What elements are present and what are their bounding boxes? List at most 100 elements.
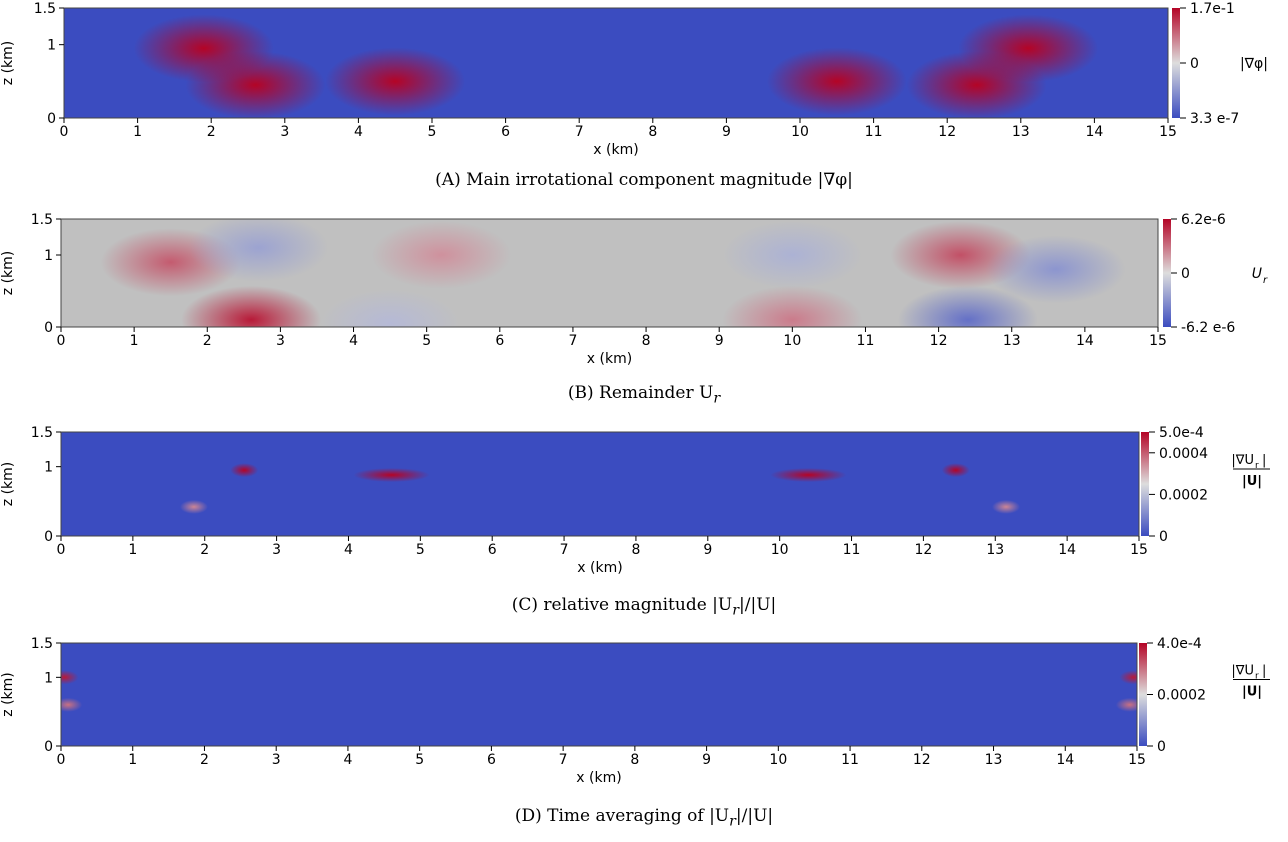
caption-b-text: Remainder U [599,383,714,403]
x-tick-label: 10 [769,752,787,768]
x-tick-label: 9 [722,124,731,140]
data-blob [320,289,461,327]
x-tick-label: 5 [415,752,424,768]
caption-c-sub: r [732,602,740,619]
colorbar-title-sub: r [1255,672,1259,682]
y-tick-label: 0 [44,529,53,545]
x-tick-label: 10 [783,333,801,349]
colorbar-title-sub: r [1263,275,1268,286]
colorbar-tick-label: 3.3 e-7 [1190,111,1239,127]
y-tick-label: 1 [44,670,53,686]
colorbar-title-num-tail: | [1262,664,1266,679]
x-tick-label: 0 [57,333,66,349]
x-tick-label: 11 [843,542,861,558]
caption-c-text: relative magnitude |U [543,595,733,615]
x-tick-label: 9 [702,752,711,768]
data-blob [353,467,430,482]
y-tick-label: 1.5 [34,1,56,17]
data-blob [371,221,512,289]
plot-background [61,643,1137,746]
caption-d: (D) Time averaging of |Ur|/|U| [0,806,1288,829]
panel-b: 0 1 2 3 4 5 6 7 8 9 10 11 12 13 14 15x (km)011.5z (km)6… [0,212,1268,367]
x-tick-label: 6 [501,124,510,140]
colorbar-tick-label: -6.2 e-6 [1181,320,1235,336]
plot-frame [63,7,1169,119]
x-axis-label: x (km) [577,560,622,576]
y-tick-label: 0 [44,739,53,755]
caption-d-sub: r [729,813,736,830]
data-blob [181,285,322,327]
x-tick-label: 9 [703,542,712,558]
x-tick-label: 2 [207,124,216,140]
colorbar-tick-label: 0.0004 [1159,446,1208,462]
colorbar [1163,219,1171,327]
x-tick-label: 8 [648,124,657,140]
data-blob [985,235,1126,304]
x-tick-label: 12 [913,752,931,768]
x-tick-label: 7 [560,542,569,558]
x-tick-label: 12 [938,124,956,140]
x-tick-label: 0 [57,752,66,768]
x-tick-label: 10 [791,124,809,140]
colorbar [1139,643,1147,746]
x-tick-label: 4 [354,124,363,140]
x-tick-label: 0 [57,542,66,558]
x-tick-label: 4 [344,542,353,558]
plot-frame [60,218,1159,328]
data-blob [188,219,329,282]
x-tick-label: 3 [280,124,289,140]
data-blob [897,285,1038,327]
data-blob [722,221,863,289]
data-blob [941,463,970,478]
x-tick-label: 1 [133,124,142,140]
colorbar-title-den: |U| [1242,474,1262,489]
x-tick-label: 1 [128,752,137,768]
x-tick-label: 14 [1085,124,1103,140]
caption-a: (A) Main irrotational component magnitud… [0,170,1288,190]
y-axis-label: z (km) [0,462,16,506]
colorbar-tick-label: 0.0002 [1157,688,1206,704]
x-tick-label: 4 [349,333,358,349]
colorbar-tick-label: 0 [1159,529,1168,545]
caption-d-tag: (D) [514,806,542,826]
colorbar-tick-label: 0 [1181,266,1190,282]
x-tick-label: 11 [857,333,875,349]
caption-c-tag: (C) [511,595,539,615]
caption-b: (B) Remainder Ur [0,383,1288,406]
data-blob [770,467,847,482]
x-tick-label: 15 [1159,124,1177,140]
x-tick-label: 9 [715,333,724,349]
x-axis-label: x (km) [587,351,632,367]
y-axis-label: z (km) [0,251,16,295]
data-blob [179,499,208,514]
x-tick-label: 5 [428,124,437,140]
y-tick-label: 1.5 [31,212,53,228]
colorbar-title: U [1252,266,1262,282]
x-tick-label: 7 [559,752,568,768]
data-blob [133,14,274,83]
x-tick-label: 3 [272,542,281,558]
caption-b-tag: (B) [567,383,594,403]
plot-frame [60,642,1138,747]
data-blob [230,463,259,478]
data-blob [992,499,1021,514]
x-tick-label: 2 [203,333,212,349]
caption-d-tail: |/|U| [735,806,774,826]
x-tick-label: 13 [1003,333,1021,349]
data-blob [1115,697,1137,712]
x-tick-label: 14 [1056,752,1074,768]
x-tick-label: 8 [642,333,651,349]
caption-b-sub: r [713,390,721,407]
colorbar-tick-label: 0 [1157,739,1166,755]
colorbar-tick-label: 1.7e-1 [1190,1,1235,17]
x-tick-label: 5 [416,542,425,558]
x-tick-label: 10 [771,542,789,558]
y-tick-label: 1.5 [31,636,53,652]
plot-frame [60,431,1140,537]
caption-c: (C) relative magnitude |Ur|/|U| [0,595,1288,618]
x-tick-label: 3 [272,752,281,768]
data-blob [722,285,863,327]
x-tick-label: 8 [631,542,640,558]
colorbar [1141,432,1149,536]
